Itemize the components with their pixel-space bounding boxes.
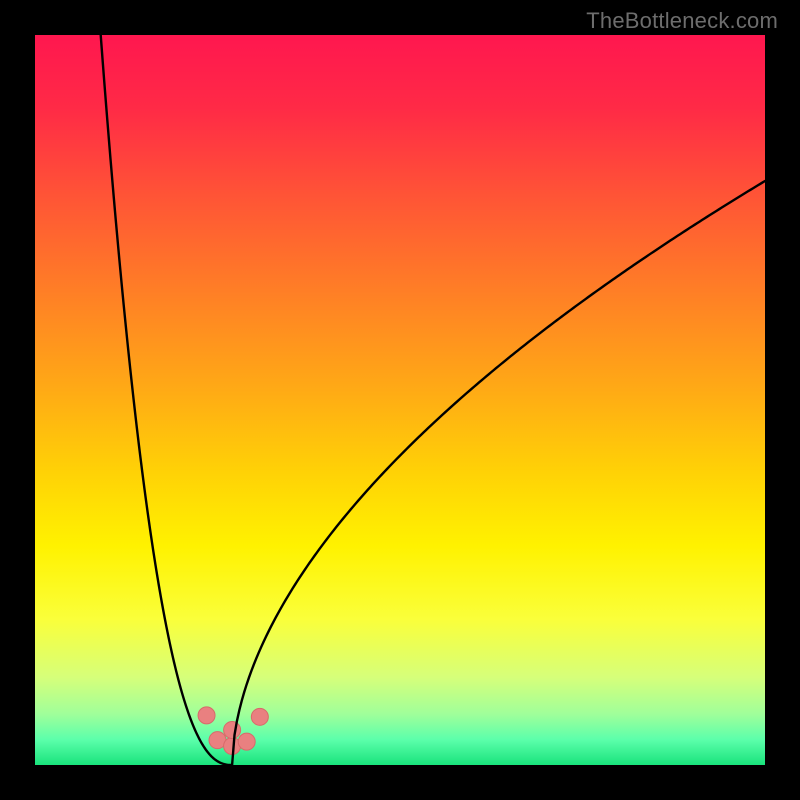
optimal-marker xyxy=(238,733,255,750)
bottleneck-curve xyxy=(101,35,765,765)
optimal-marker xyxy=(198,707,215,724)
curve-overlay xyxy=(0,0,800,800)
watermark-text: TheBottleneck.com xyxy=(586,8,778,34)
optimal-marker xyxy=(251,708,268,725)
optimal-marker xyxy=(224,721,241,738)
chart-stage: TheBottleneck.com xyxy=(0,0,800,800)
